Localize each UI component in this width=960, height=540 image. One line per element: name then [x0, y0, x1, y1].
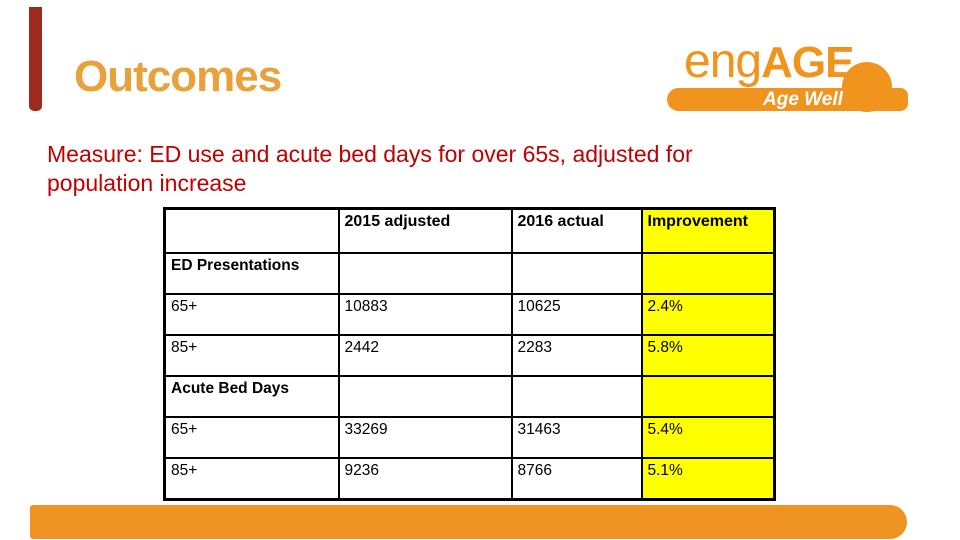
table-cell	[337, 375, 513, 418]
logo-eng-text: eng	[684, 35, 762, 88]
header-cell-2015-adjusted: 2015 adjusted	[337, 207, 513, 254]
outcomes-table: 2015 adjusted 2016 actual Improvement ED…	[163, 207, 776, 501]
table-row: 85+ 9236 8766 5.1%	[163, 457, 776, 501]
header-cell-2016-actual: 2016 actual	[510, 207, 643, 254]
improvement-cell: 5.8%	[640, 334, 776, 377]
row-label: 65+	[163, 293, 340, 336]
engage-logo: engAGE Age Well	[655, 22, 915, 127]
logo-wordmark: engAGE	[684, 35, 854, 88]
table-cell	[510, 375, 643, 418]
improvement-cell: 2.4%	[640, 293, 776, 336]
logo-tagline: Age Well	[763, 89, 843, 110]
table-row: 85+ 2442 2283 5.8%	[163, 334, 776, 377]
header-cell-improvement: Improvement	[640, 207, 776, 254]
header-cell-blank	[163, 207, 340, 254]
table-row: ED Presentations	[163, 252, 776, 295]
row-label: 85+	[163, 334, 340, 377]
table-cell: 2283	[510, 334, 643, 377]
table-header-row: 2015 adjusted 2016 actual Improvement	[163, 207, 776, 254]
section-label-ed-presentations: ED Presentations	[163, 252, 340, 295]
table-row: Acute Bed Days	[163, 375, 776, 418]
table-cell	[640, 252, 776, 295]
table-cell	[510, 252, 643, 295]
table-cell: 33269	[337, 416, 513, 459]
table-cell: 2442	[337, 334, 513, 377]
bottom-accent-bar	[30, 505, 907, 539]
measure-line-1: Measure: ED use and acute bed days for o…	[47, 141, 693, 167]
table-row: 65+ 33269 31463 5.4%	[163, 416, 776, 459]
measure-line-2: population increase	[47, 170, 247, 196]
table-cell: 31463	[510, 416, 643, 459]
left-accent-bar	[29, 7, 42, 111]
section-label-acute-bed-days: Acute Bed Days	[163, 375, 340, 418]
improvement-cell: 5.1%	[640, 457, 776, 501]
page-title: Outcomes	[74, 52, 282, 101]
table-cell: 8766	[510, 457, 643, 501]
table-cell: 9236	[337, 457, 513, 501]
table-row: 65+ 10883 10625 2.4%	[163, 293, 776, 336]
table-cell	[640, 375, 776, 418]
improvement-cell: 5.4%	[640, 416, 776, 459]
table-cell: 10883	[337, 293, 513, 336]
row-label: 65+	[163, 416, 340, 459]
table-cell: 10625	[510, 293, 643, 336]
measure-text: Measure: ED use and acute bed days for o…	[47, 140, 693, 198]
row-label: 85+	[163, 457, 340, 501]
logo-bar	[667, 88, 908, 111]
table-cell	[337, 252, 513, 295]
logo-age-text: AGE	[761, 38, 854, 87]
